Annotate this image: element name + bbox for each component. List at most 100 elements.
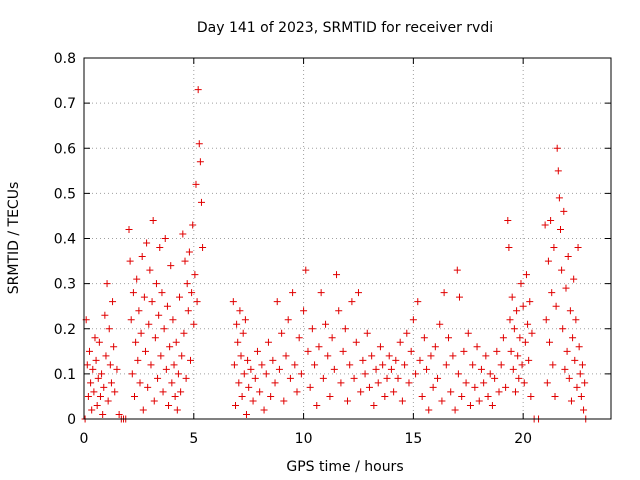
data-point [158, 289, 166, 297]
data-point [233, 320, 241, 328]
data-point [242, 410, 250, 418]
data-point [469, 361, 477, 369]
data-point [269, 356, 277, 364]
data-point [418, 392, 426, 400]
data-point [407, 347, 415, 355]
data-point [526, 298, 534, 306]
data-points [81, 86, 590, 423]
data-point [190, 320, 198, 328]
data-point [482, 352, 490, 360]
data-point [513, 307, 521, 315]
data-point [317, 289, 325, 297]
data-point [554, 167, 562, 175]
data-point [511, 388, 519, 396]
data-point [576, 370, 584, 378]
data-point [173, 406, 181, 414]
data-point [275, 365, 283, 373]
data-point [548, 289, 556, 297]
data-point [102, 352, 110, 360]
data-point [385, 352, 393, 360]
data-point [401, 361, 409, 369]
data-point [289, 289, 297, 297]
data-point [552, 302, 560, 310]
data-point [403, 329, 411, 337]
data-point [563, 347, 571, 355]
data-point [241, 316, 249, 324]
data-point [199, 244, 207, 252]
data-point [348, 298, 356, 306]
data-point [383, 374, 391, 382]
data-point [83, 361, 91, 369]
data-point [240, 370, 248, 378]
data-point [300, 307, 308, 315]
data-point [165, 401, 173, 409]
data-point [493, 347, 501, 355]
data-point [137, 329, 145, 337]
data-point [374, 379, 382, 387]
data-point [96, 392, 104, 400]
data-point [577, 392, 585, 400]
data-point [260, 406, 268, 414]
data-point [157, 352, 165, 360]
data-point [414, 298, 422, 306]
data-point [565, 374, 573, 382]
data-point [453, 266, 461, 274]
data-point [508, 293, 516, 301]
data-point [249, 397, 257, 405]
data-point [144, 383, 152, 391]
data-point [103, 280, 111, 288]
data-point [154, 374, 162, 382]
data-point [354, 289, 362, 297]
data-point [302, 266, 310, 274]
data-point [125, 225, 133, 233]
data-point [462, 379, 470, 387]
data-point [527, 392, 535, 400]
data-point [245, 383, 253, 391]
data-point [350, 374, 358, 382]
data-point [502, 383, 510, 391]
data-point [434, 374, 442, 382]
data-point [581, 379, 589, 387]
data-point [560, 207, 568, 215]
data-point [578, 361, 586, 369]
data-point [182, 374, 190, 382]
data-point [507, 347, 515, 355]
data-point [392, 356, 400, 364]
y-tick-label: 0.7 [54, 96, 76, 112]
data-point [525, 356, 533, 364]
x-tick-label: 5 [189, 431, 198, 447]
data-point [333, 271, 341, 279]
data-point [562, 284, 570, 292]
data-point [344, 397, 351, 405]
data-point [193, 298, 201, 306]
data-point [131, 392, 139, 400]
data-point [183, 280, 191, 288]
y-tick-label: 0.5 [54, 186, 76, 202]
data-point [311, 361, 319, 369]
data-point [431, 343, 439, 351]
data-point [330, 365, 338, 373]
data-point [138, 253, 146, 261]
data-point [141, 347, 149, 355]
data-point [280, 397, 288, 405]
data-point [89, 365, 97, 373]
data-point [159, 388, 167, 396]
data-point [106, 361, 114, 369]
data-point [509, 365, 517, 373]
data-point [516, 334, 524, 342]
data-point [238, 392, 246, 400]
data-point [514, 352, 522, 360]
data-point [186, 356, 194, 364]
data-point [359, 356, 367, 364]
data-point [185, 248, 193, 256]
data-point [556, 225, 564, 233]
data-point [99, 410, 107, 418]
data-point [566, 307, 574, 315]
x-tick-label: 0 [80, 431, 89, 447]
data-point [235, 379, 243, 387]
data-point [561, 365, 569, 373]
data-point [451, 406, 459, 414]
data-point [188, 289, 196, 297]
data-point [368, 352, 376, 360]
data-point [477, 365, 485, 373]
